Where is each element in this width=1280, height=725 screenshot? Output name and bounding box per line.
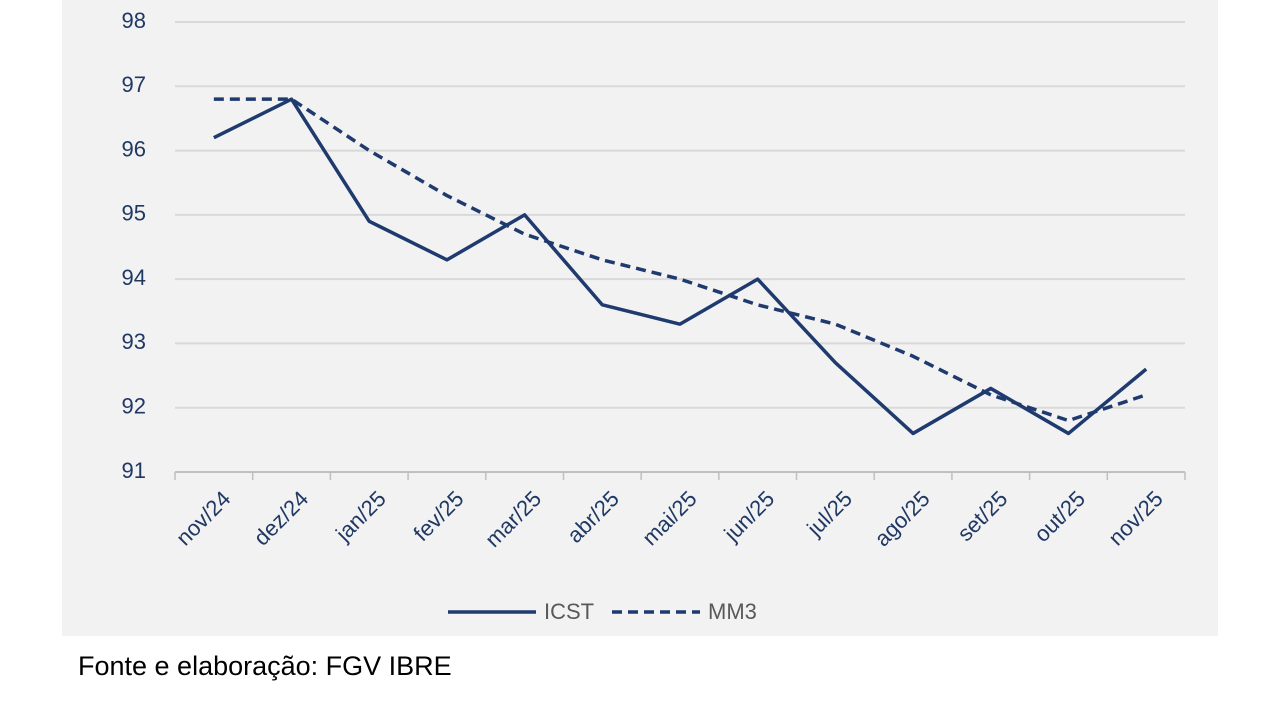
legend-label: MM3 — [708, 599, 757, 624]
legend-label: ICST — [544, 599, 594, 624]
y-tick-label: 98 — [122, 8, 146, 33]
y-tick-label: 97 — [122, 72, 146, 97]
source-note: Fonte e elaboração: FGV IBRE — [78, 651, 452, 681]
y-tick-label: 96 — [122, 136, 146, 161]
y-tick-label: 91 — [122, 458, 146, 483]
y-tick-label: 93 — [122, 329, 146, 354]
y-tick-label: 92 — [122, 394, 146, 419]
chart-background — [62, 0, 1218, 636]
series-line — [213, 97, 1148, 436]
y-tick-label: 95 — [122, 201, 146, 226]
series-line — [213, 97, 1147, 423]
y-tick-label: 94 — [122, 265, 146, 290]
